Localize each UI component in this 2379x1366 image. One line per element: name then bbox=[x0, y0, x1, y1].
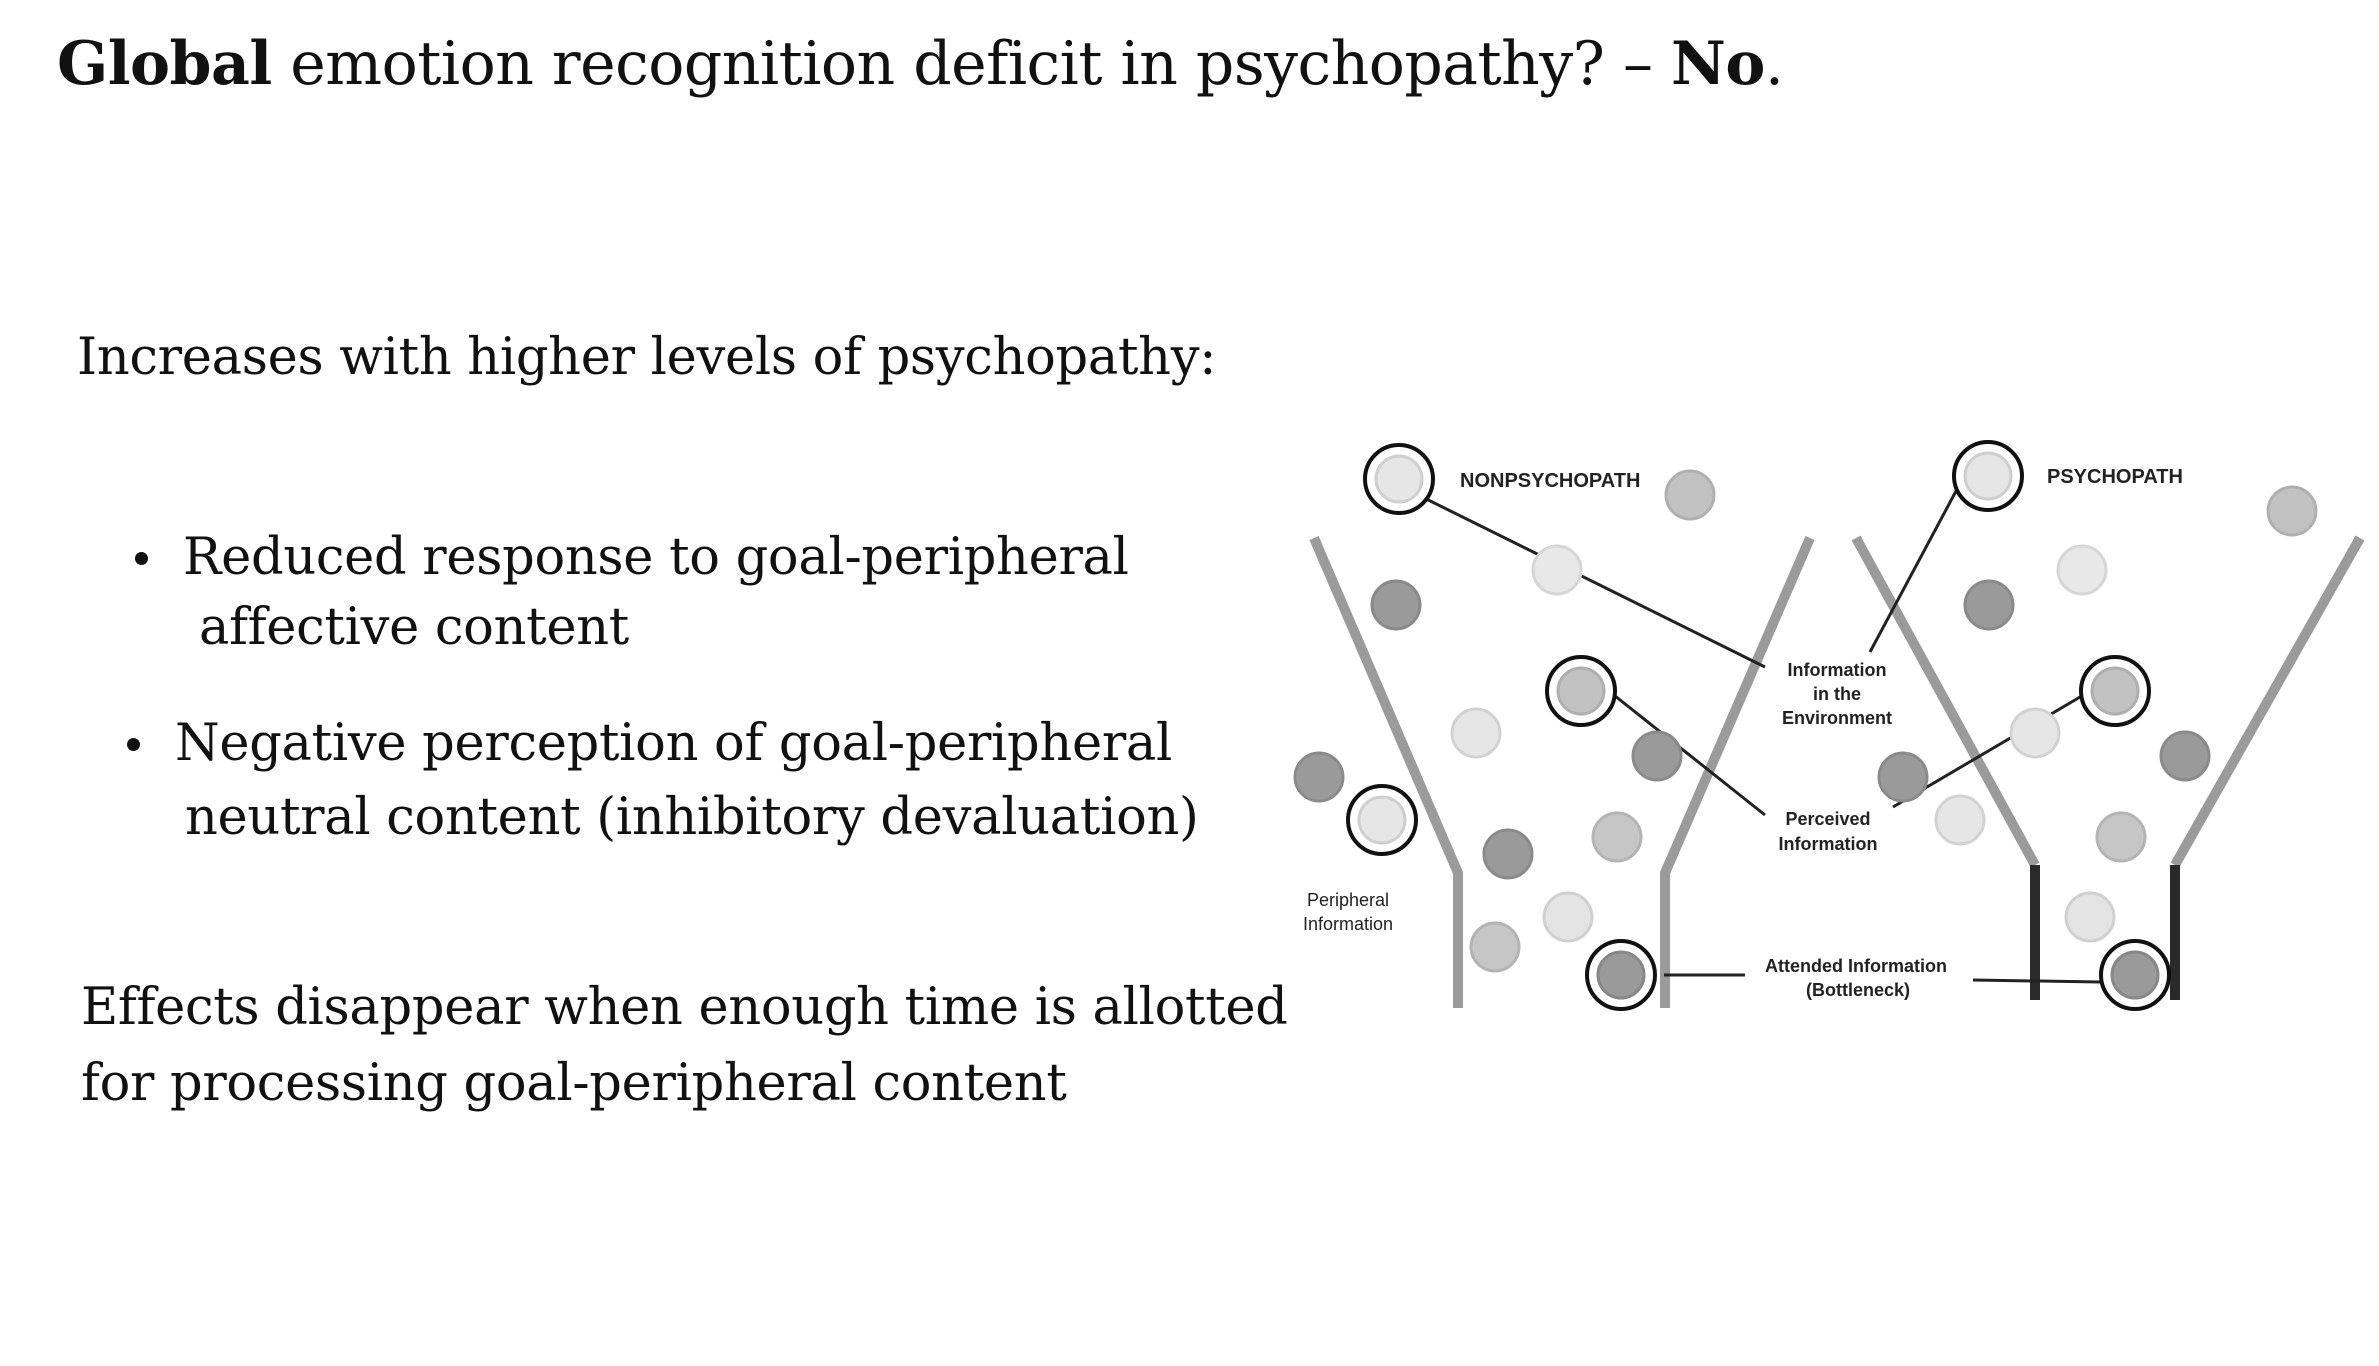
nonpsychopath-funnel bbox=[1309, 536, 1815, 1008]
dot bbox=[1934, 794, 1986, 846]
bullet-line-1: Negative perception of goal-peripheral bbox=[175, 714, 1173, 773]
label-env-3: Environment bbox=[1782, 708, 1892, 728]
dot bbox=[1631, 730, 1683, 782]
bullet-dot bbox=[127, 738, 140, 751]
label-env-2: in the bbox=[1813, 684, 1861, 704]
nonpsychopath-funnel-left-wall bbox=[1309, 536, 1463, 1008]
title-bold-no: No bbox=[1671, 29, 1765, 99]
dot bbox=[1531, 544, 1583, 596]
dot bbox=[1482, 828, 1534, 880]
label-nonpsychopath: NONPSYCHOPATH bbox=[1460, 470, 1640, 492]
intro-text: Increases with higher levels of psychopa… bbox=[77, 328, 1217, 387]
diagram-labels: NONPSYCHOPATH PSYCHOPATH Information in … bbox=[1303, 466, 2183, 1000]
dot bbox=[1293, 751, 1345, 803]
label-env-1: Information bbox=[1788, 660, 1887, 680]
connector-perceived-left bbox=[1604, 686, 1766, 817]
dot bbox=[1591, 811, 1643, 863]
dot bbox=[1469, 921, 1521, 973]
connector-env-right bbox=[1868, 477, 1965, 653]
psychopath-dots bbox=[1877, 485, 2318, 943]
attention-bottleneck-diagram: NONPSYCHOPATH PSYCHOPATH Information in … bbox=[1293, 440, 2365, 1011]
dot bbox=[2266, 485, 2318, 537]
bullet-line-2: affective content bbox=[199, 598, 629, 657]
ringed-dot-peripheral bbox=[1346, 784, 1418, 856]
dot bbox=[2095, 811, 2147, 863]
title-bold-global: Global bbox=[57, 29, 272, 99]
connector-attended-right bbox=[1972, 978, 2101, 984]
ringed-dot-perceived-nonpsychopath bbox=[1545, 655, 1617, 727]
dot bbox=[1963, 579, 2015, 631]
highlighted-dots bbox=[1346, 440, 2171, 1011]
ringed-dot-env-nonpsychopath bbox=[1363, 443, 1435, 515]
conclusion-text: Effects disappear when enough time is al… bbox=[81, 970, 1288, 1122]
nonpsychopath-funnel-right-wall bbox=[1660, 536, 1815, 1008]
dot bbox=[1450, 707, 1502, 759]
psychopath-funnel bbox=[1851, 535, 2365, 1000]
label-perceived-2: Information bbox=[1779, 834, 1878, 854]
dot bbox=[2159, 730, 2211, 782]
dot bbox=[1542, 891, 1594, 943]
dot bbox=[1370, 579, 1422, 631]
conclusion-line-1: Effects disappear when enough time is al… bbox=[81, 978, 1288, 1037]
conclusion-line-2: for processing goal-peripheral content bbox=[81, 1054, 1067, 1113]
label-attended-1: Attended Information bbox=[1765, 956, 1947, 976]
ringed-dot-attended-nonpsychopath bbox=[1585, 939, 1657, 1011]
slide-title: Global emotion recognition deficit in ps… bbox=[57, 24, 1784, 104]
psychopath-funnel-left-wall bbox=[1851, 535, 2040, 868]
ringed-dot-env-psychopath bbox=[1952, 440, 2024, 512]
dot bbox=[1877, 751, 1929, 803]
bullet-dot bbox=[135, 552, 148, 565]
bullet-line-2: neutral content (inhibitory devaluation) bbox=[185, 788, 1199, 847]
dot bbox=[2009, 707, 2061, 759]
label-psychopath: PSYCHOPATH bbox=[2047, 466, 2183, 488]
title-middle: emotion recognition deficit in psychopat… bbox=[271, 29, 1672, 99]
dot bbox=[2056, 544, 2108, 596]
ringed-dot-attended-psychopath bbox=[2099, 939, 2171, 1011]
label-peripheral-2: Information bbox=[1303, 914, 1393, 934]
dot bbox=[1664, 469, 1716, 521]
label-peripheral-1: Peripheral bbox=[1307, 890, 1389, 910]
title-end: . bbox=[1764, 29, 1784, 99]
label-attended-2: (Bottleneck) bbox=[1806, 980, 1910, 1000]
label-perceived-1: Perceived bbox=[1785, 809, 1870, 829]
ringed-dot-perceived-psychopath bbox=[2079, 655, 2151, 727]
nonpsychopath-dots bbox=[1293, 469, 1716, 973]
psychopath-funnel-right-wall bbox=[2170, 535, 2365, 868]
bullet-line-1: Reduced response to goal-peripheral bbox=[183, 528, 1129, 587]
dot bbox=[2064, 891, 2116, 943]
